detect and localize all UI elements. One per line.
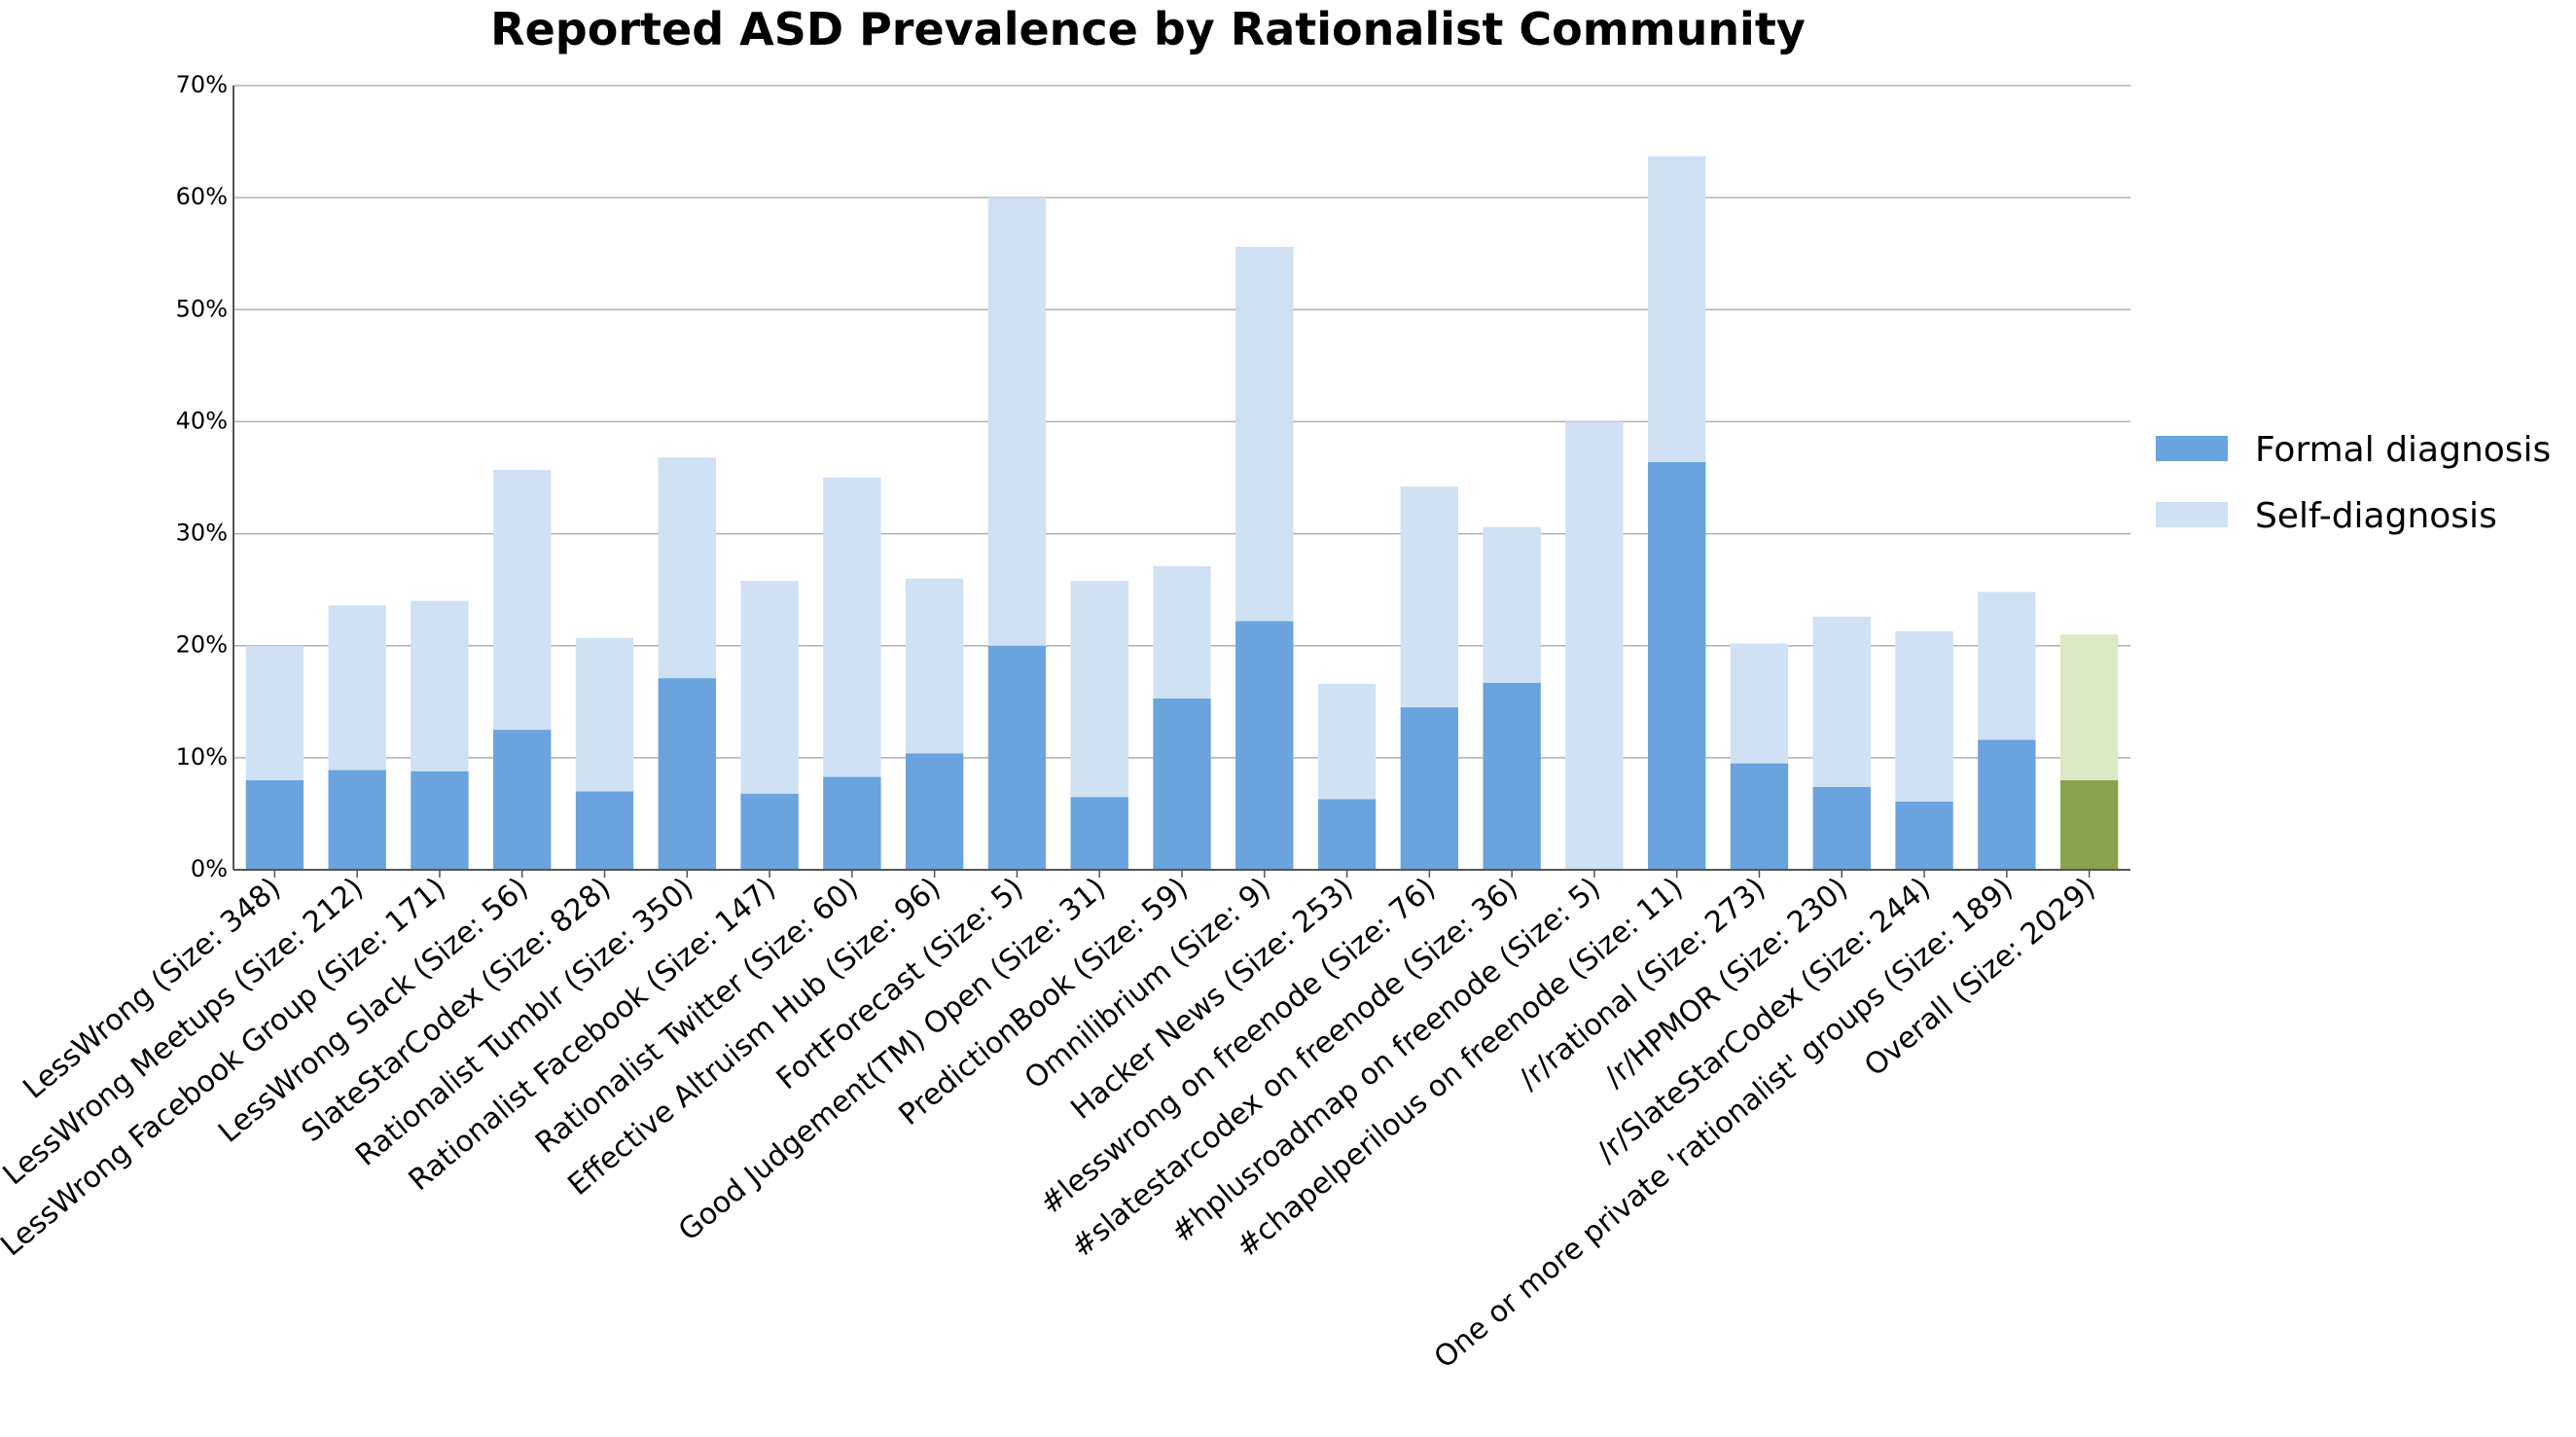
y-tick-label: 40% [176,407,228,434]
bar-self-diagnosis [1317,683,1377,800]
bar-formal-diagnosis [1235,621,1294,870]
bar-self-diagnosis [1730,643,1789,764]
bar-formal-diagnosis [1648,461,1706,870]
legend-swatch [2156,502,2228,527]
y-tick-labels: 0% 10% 20% 30% 40% 50% 60% 70% [176,71,228,882]
bar-self-diagnosis [1648,156,1706,462]
bar-self-diagnosis [328,605,386,771]
chart-title: Reported ASD Prevalence by Rationalist C… [490,3,1806,55]
y-tick-label: 60% [176,183,228,210]
bar-formal-diagnosis [328,770,386,870]
bar-self-diagnosis [1978,592,2036,740]
bar-formal-diagnosis [823,776,881,870]
bar-formal-diagnosis [1317,799,1377,870]
bar-formal-diagnosis [493,730,552,870]
bar-self-diagnosis [1400,486,1459,708]
y-tick-label: 50% [176,295,228,322]
bar-formal-diagnosis [905,753,964,870]
bar-formal-diagnosis [245,779,304,870]
bar-self-diagnosis [658,457,716,679]
bar-formal-diagnosis [987,645,1047,870]
y-tick-label: 10% [176,743,228,771]
y-tick-label: 0% [191,855,228,882]
y-tick-label: 30% [176,520,228,547]
bar-self-diagnosis [905,578,964,754]
bar-self-diagnosis [987,198,1047,646]
bar-self-diagnosis [1812,616,1871,787]
axes [233,86,2130,878]
bar-self-diagnosis [1483,526,1541,683]
bar-formal-diagnosis [1978,739,2036,870]
legend-label: Formal diagnosis [2255,430,2551,470]
bar-formal-diagnosis [1895,801,1953,870]
bar-formal-diagnosis [1730,763,1789,870]
bar-formal-diagnosis [1812,786,1871,870]
bar-self-diagnosis [1895,630,1953,802]
bar-self-diagnosis [1070,580,1128,798]
legend-label: Self-diagnosis [2255,496,2497,536]
y-tick-label: 70% [176,71,228,98]
bar-formal-diagnosis [1483,682,1541,870]
bars [245,156,2119,870]
y-tick-label: 20% [176,631,228,659]
bar-self-diagnosis [1153,565,1211,699]
bar-formal-diagnosis [411,771,469,870]
bar-self-diagnosis [1235,246,1294,622]
bar-self-diagnosis [411,600,469,772]
bar-self-diagnosis [1565,421,1624,870]
bar-formal-diagnosis [740,793,799,870]
legend-swatch [2156,436,2228,461]
bar-formal-diagnosis [2059,779,2119,870]
bar-self-diagnosis [823,478,881,777]
bar-self-diagnosis [493,469,552,731]
bar-formal-diagnosis [658,678,716,870]
bar-self-diagnosis [2059,634,2119,780]
bar-self-diagnosis [245,645,304,780]
bar-formal-diagnosis [1153,698,1211,870]
legend: Formal diagnosis Self-diagnosis [2156,430,2551,536]
x-tick-labels: LessWrong (Size: 348)LessWrong Meetups (… [0,871,2102,1375]
bar-formal-diagnosis [575,791,634,870]
bar-self-diagnosis [575,637,634,792]
bar-formal-diagnosis [1070,797,1128,870]
bar-formal-diagnosis [1400,707,1459,870]
bar-self-diagnosis [740,580,799,794]
